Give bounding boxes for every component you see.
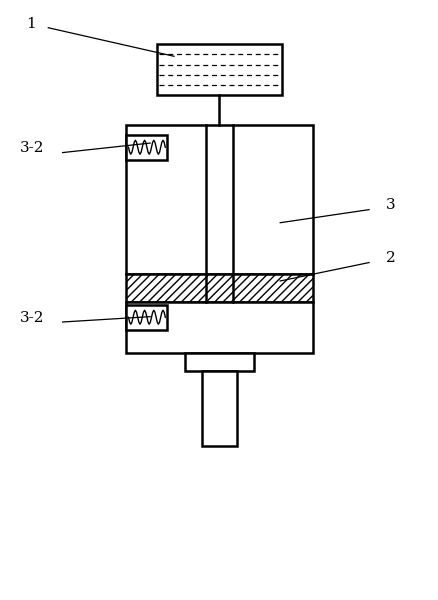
Text: 3-2: 3-2 — [20, 311, 44, 325]
Text: 2: 2 — [385, 251, 395, 265]
Bar — [126, 135, 167, 160]
Bar — [126, 125, 312, 274]
Bar — [126, 302, 312, 353]
Bar — [156, 44, 282, 95]
Bar — [126, 274, 312, 302]
Bar — [202, 371, 236, 446]
Bar — [126, 305, 167, 330]
Text: 1: 1 — [26, 17, 36, 31]
Text: 3: 3 — [385, 198, 395, 212]
Text: 3-2: 3-2 — [20, 142, 44, 155]
Bar — [184, 353, 254, 371]
